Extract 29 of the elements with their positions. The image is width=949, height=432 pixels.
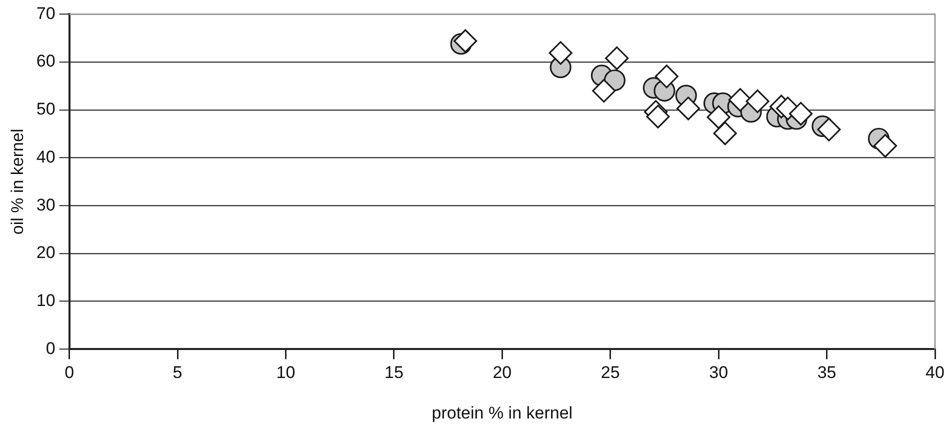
point	[646, 104, 670, 128]
point	[676, 96, 700, 120]
y-tick-label: 40	[36, 147, 56, 166]
point	[789, 102, 813, 126]
point	[592, 78, 616, 103]
y-tick-label: 50	[36, 100, 56, 119]
x-axis-title: protein % in kernel	[432, 403, 573, 422]
y-axis-title: oil % in kernel	[8, 128, 27, 235]
y-tick-label: 60	[36, 52, 56, 71]
point	[706, 105, 730, 129]
y-tick-label: 10	[36, 291, 56, 310]
x-tick-label: 35	[817, 363, 836, 382]
point	[454, 29, 478, 53]
y-tick-label: 0	[46, 338, 56, 358]
point	[873, 134, 898, 158]
y-tick-label: 30	[36, 195, 56, 214]
x-tick-label: 20	[492, 363, 512, 382]
x-tick-label: 0	[64, 363, 74, 382]
x-tick-label: 40	[926, 363, 944, 382]
x-tick-label: 25	[600, 363, 620, 382]
y-tick-label: 70	[36, 4, 56, 23]
point	[817, 118, 841, 142]
x-tick-label: 10	[276, 363, 296, 382]
point	[746, 90, 770, 114]
x-tick-label: 30	[709, 363, 728, 382]
x-tick-label: 15	[384, 363, 404, 382]
point	[548, 41, 572, 65]
x-tick-label: 5	[172, 363, 182, 382]
y-tick-label: 20	[36, 243, 56, 262]
